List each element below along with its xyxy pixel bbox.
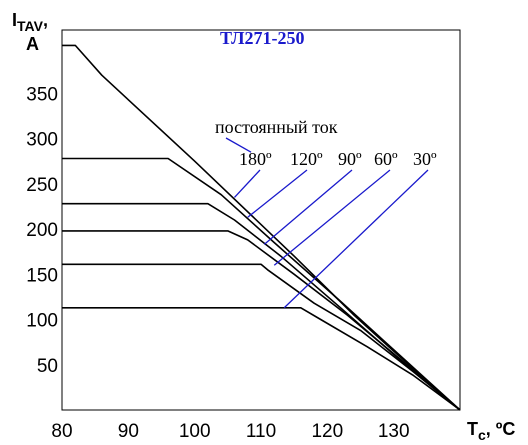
series-lines <box>62 44 461 411</box>
annotations: постоянный ток 180º 120º 90º 60º 30º <box>215 117 437 309</box>
annotation-label: 90º <box>338 149 362 169</box>
x-tick-label: 100 <box>179 421 211 442</box>
annotation-label: 60º <box>374 149 398 169</box>
series-line-2 <box>62 202 461 411</box>
annotation-leader-line <box>273 169 391 266</box>
x-tick-label: 130 <box>378 421 410 442</box>
annotation-label: 30º <box>413 149 437 169</box>
annotation-leader-line <box>225 137 252 153</box>
x-tick-label: 120 <box>311 421 343 442</box>
series-line-5 <box>62 306 461 411</box>
annotation-label: 180º <box>239 149 272 169</box>
series-line-1 <box>62 157 461 411</box>
annotation-label: 120º <box>290 149 323 169</box>
y-tick-label: 350 <box>26 84 58 105</box>
annotation-leader-line <box>247 169 308 218</box>
y-tick-label: 250 <box>26 175 58 196</box>
annotation-leader-line <box>263 169 353 245</box>
y-tick-label: 300 <box>26 130 58 151</box>
x-tick-label: 80 <box>51 421 72 442</box>
series-line-3 <box>62 230 461 411</box>
series-line-4 <box>62 263 461 411</box>
x-axis-label: Tc, ºC <box>467 419 515 443</box>
tick-labels: 80 90 100 110 120 130 50 100 150 200 250 300 350 <box>26 84 409 442</box>
y-axis-label: ITAV, <box>12 10 48 34</box>
y-tick-label: 200 <box>26 220 58 241</box>
y-tick-label: 100 <box>26 311 58 332</box>
x-tick-label: 90 <box>118 421 139 442</box>
chart-title: ТЛ271-250 <box>220 28 305 48</box>
series-line-0 <box>62 44 461 411</box>
annotation-label: постоянный ток <box>215 117 338 137</box>
annotation-leader-line <box>233 169 261 198</box>
y-axis-label-unit: A <box>26 34 39 54</box>
x-tick-label: 110 <box>246 421 276 442</box>
y-tick-label: 150 <box>26 265 58 286</box>
annotation-leader-line <box>283 169 429 309</box>
y-tick-label: 50 <box>37 356 58 377</box>
plot-frame <box>61 29 461 411</box>
